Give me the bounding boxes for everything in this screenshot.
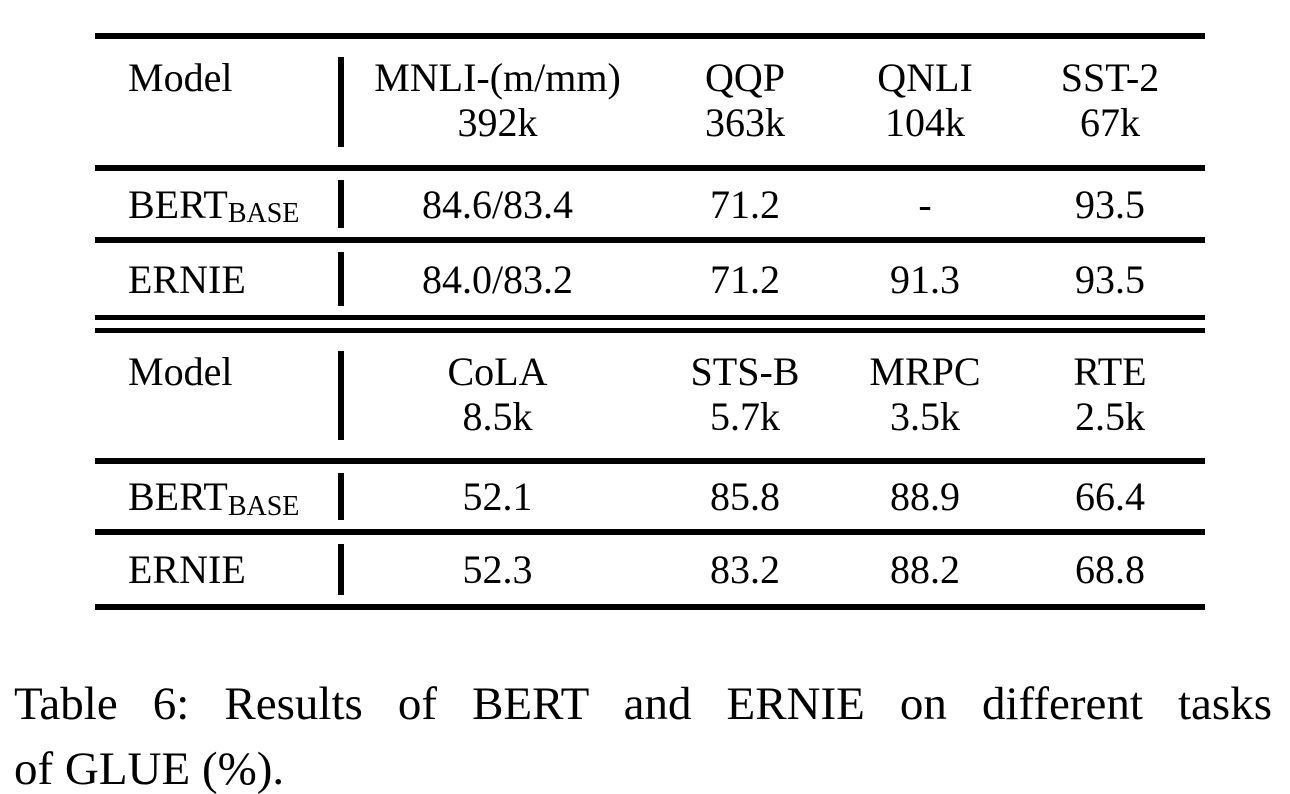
task-size: 392k [457,100,538,145]
metric-value: 85.8 [710,474,780,519]
task-size: 363k [705,100,785,145]
column-divider-rule [338,252,344,306]
horizontal-rule [95,458,1205,464]
column-divider-rule [338,544,344,595]
metric-value: 83.2 [710,547,780,592]
task-name: RTE [1073,349,1147,394]
header-model-cell: Model [95,55,340,165]
task-size: 5.7k [710,394,780,439]
model-name: ERNIE [128,256,246,302]
table-header-row: Model MNLI-(m/mm) 392k QQP 363k QNLI 104… [95,39,1205,165]
header-model-label: Model [128,55,233,100]
table-caption: Table 6: Results of BERT and ERNIE on di… [14,672,1272,794]
double-rule-top [95,315,1205,320]
metric-value: 52.3 [462,547,533,592]
task-name: SST-2 [1060,55,1160,100]
metric-value: 84.6/83.4 [421,181,574,227]
header-model-cell: Model [95,349,340,458]
model-name: BERT [128,181,228,227]
horizontal-rule [95,165,1205,171]
metric-value: 93.5 [1075,181,1145,227]
metric-value: 52.1 [462,474,533,519]
horizontal-rule [95,529,1205,535]
header-task-cell: QNLI 104k [835,55,1015,165]
header-task-cell: RTE 2.5k [1015,349,1205,458]
task-name: QQP [704,55,786,100]
table-row-bert: BERT BASE 84.6/83.4 71.2 - 93.5 [95,171,1205,237]
header-task-cell: SST-2 67k [1015,55,1205,165]
table-header-row: Model CoLA 8.5k STS-B 5.7k MRPC 3.5k RTE… [95,333,1205,458]
metric-value: 84.0/83.2 [421,256,574,302]
header-task-cell: MRPC 3.5k [835,349,1015,458]
column-divider-rule [338,351,344,440]
caption-line-2: of GLUE (%). [14,743,285,794]
column-divider-rule [338,473,344,520]
metric-value: 66.4 [1075,474,1145,519]
metric-value: 71.2 [710,256,780,302]
task-name: MRPC [869,349,981,394]
model-name: ERNIE [128,547,246,592]
header-task-cell: MNLI-(m/mm) 392k [340,55,655,165]
column-divider-rule [338,57,344,147]
table-bottom-rule [95,604,1205,610]
task-size: 8.5k [462,394,533,439]
header-task-cell: CoLA 8.5k [340,349,655,458]
metric-value: 91.3 [890,256,960,302]
task-name: CoLA [447,349,548,394]
double-rule-gap [95,320,1205,328]
header-task-cell: STS-B 5.7k [655,349,835,458]
glue-results-table: Model MNLI-(m/mm) 392k QQP 363k QNLI 104… [95,33,1205,610]
double-rule-bottom [95,328,1205,333]
model-name-cell: ERNIE [95,535,340,604]
table-row-ernie: ERNIE 52.3 83.2 88.2 68.8 [95,535,1205,604]
header-task-cell: QQP 363k [655,55,835,165]
metric-value: 93.5 [1075,256,1145,302]
task-name: MNLI-(m/mm) [374,55,621,100]
metric-value: 88.9 [890,474,960,519]
task-size: 2.5k [1075,394,1145,439]
model-name-cell: BERT BASE [95,464,340,529]
table-top-rule [95,33,1205,39]
task-size: 67k [1080,100,1140,145]
task-name: QNLI [877,55,973,100]
caption-line-1: Table 6: Results of BERT and ERNIE on di… [14,678,1272,730]
metric-value: 88.2 [890,547,960,592]
horizontal-rule [95,237,1205,243]
model-subscript: BASE [227,198,300,229]
model-name-cell: ERNIE [95,243,340,315]
table-row-ernie: ERNIE 84.0/83.2 71.2 91.3 93.5 [95,243,1205,315]
column-divider-rule [338,180,344,228]
model-name: BERT [128,474,228,519]
model-name-cell: BERT BASE [95,171,340,237]
task-name: STS-B [690,349,800,394]
model-subscript: BASE [227,490,300,522]
metric-value: 68.8 [1075,547,1145,592]
table-row-bert: BERT BASE 52.1 85.8 88.9 66.4 [95,464,1205,529]
header-model-label: Model [128,349,233,394]
metric-value: - [918,181,932,227]
task-size: 104k [885,100,965,145]
metric-value: 71.2 [710,181,780,227]
task-size: 3.5k [890,394,960,439]
